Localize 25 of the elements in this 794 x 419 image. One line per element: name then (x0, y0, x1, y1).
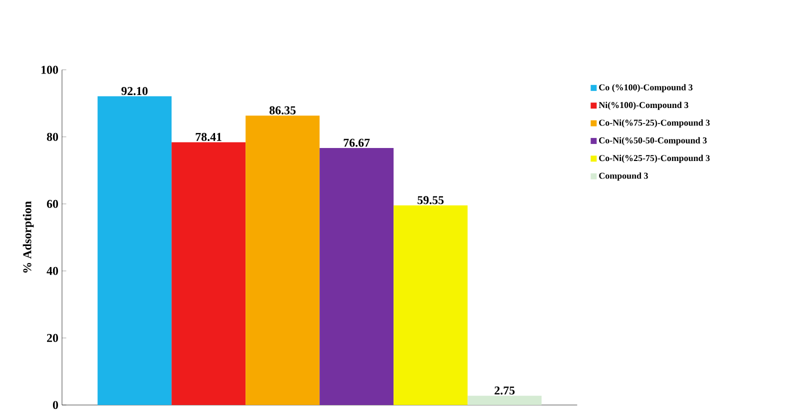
y-tick-label: 20 (47, 334, 58, 342)
legend-label: Co (%100)-Compound 3 (599, 84, 692, 92)
data-label: 2.75 (494, 386, 515, 395)
data-label: 86.35 (270, 106, 296, 114)
y-tick-label: 100 (42, 66, 58, 74)
legend-label: Co-Ni(%75-25)-Compound 3 (599, 119, 710, 128)
y-tick-label: 40 (46, 266, 58, 275)
data-label: 76.67 (344, 138, 370, 147)
bar (98, 96, 172, 405)
legend-label: Compound 3 (599, 172, 648, 181)
legend-label: Co-Ni(%25-75)-Compound 3 (599, 154, 710, 163)
bar (468, 396, 542, 405)
bar (320, 148, 394, 405)
y-axis-title: % Adsorption (22, 201, 34, 273)
data-label: 78.41 (196, 132, 222, 141)
legend-label: Co-Ni(%50-50-Compound 3 (599, 137, 707, 146)
y-tick-label: 80 (46, 132, 58, 141)
data-label: 59.55 (418, 196, 444, 204)
bar (172, 142, 246, 405)
data-label: 92.10 (121, 86, 148, 96)
bar (246, 116, 320, 405)
bar (394, 205, 468, 405)
y-tick-label: 0 (52, 400, 58, 410)
legend-label: Ni(%100)-Compound 3 (598, 102, 688, 110)
y-tick-label: 60 (46, 200, 58, 208)
